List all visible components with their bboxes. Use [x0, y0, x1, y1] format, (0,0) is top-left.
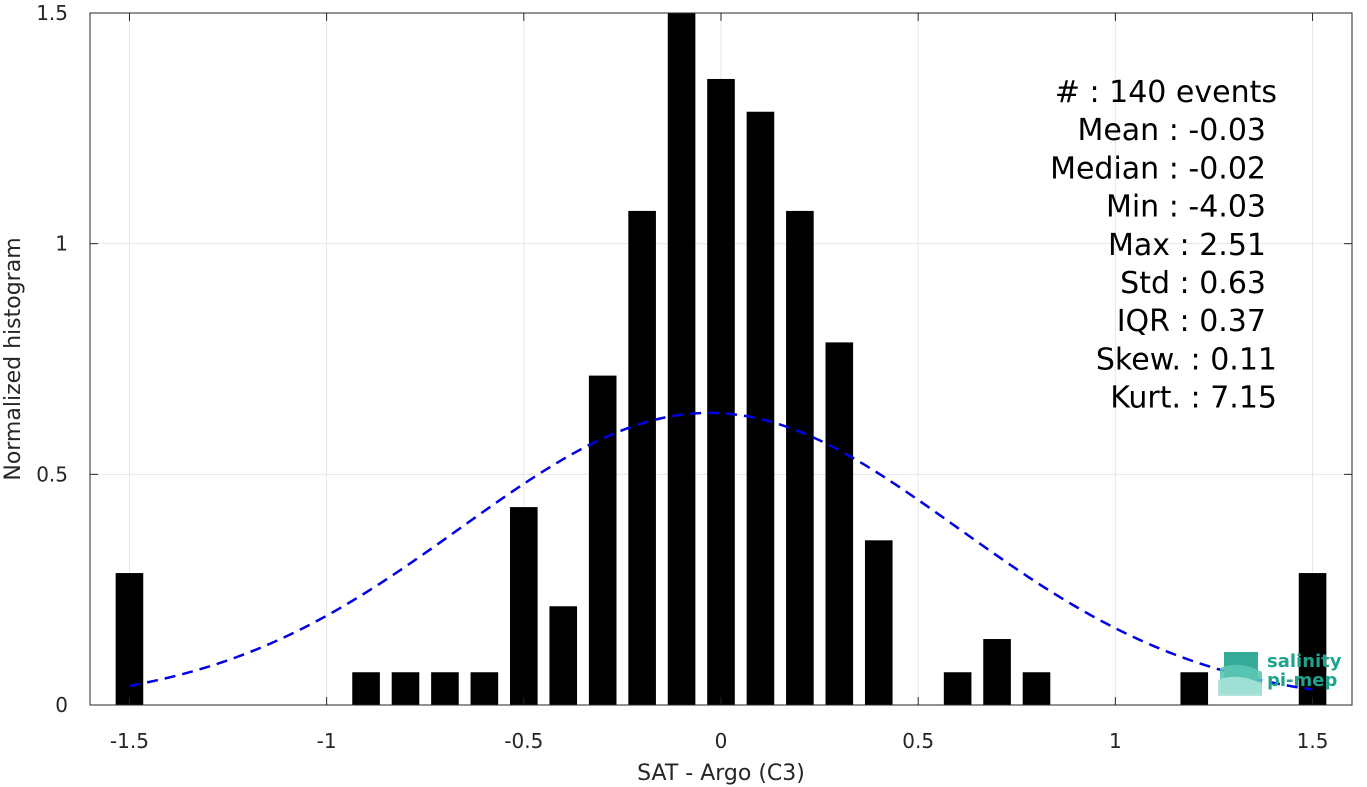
- x-tick-label: -1: [317, 729, 337, 753]
- y-tick-label: 1.5: [36, 1, 68, 25]
- histogram-bar: [510, 507, 538, 705]
- logo-text-salinity: salinity: [1267, 651, 1342, 672]
- histogram-bar: [391, 672, 420, 705]
- stat-line: Min : -4.03: [1106, 190, 1266, 225]
- stat-line: Median : -0.02: [1050, 151, 1266, 186]
- histogram-bar: [352, 672, 380, 705]
- x-tick-label: -0.5: [504, 729, 543, 753]
- histogram-bar: [588, 375, 617, 705]
- histogram-bar: [667, 13, 696, 705]
- stat-line: Mean : -0.03: [1077, 113, 1266, 148]
- histogram-bar: [707, 78, 735, 706]
- y-tick-labels: 0 0.5 1 1.5: [36, 1, 68, 717]
- histogram-bar: [470, 672, 499, 705]
- logo-wave-icon: [1218, 652, 1262, 696]
- histogram-bar: [1180, 672, 1209, 705]
- histogram-bar: [746, 111, 775, 705]
- histogram-bar: [628, 210, 656, 706]
- stat-line: Max : 2.51: [1108, 228, 1266, 263]
- histogram-bars: [115, 13, 1327, 706]
- y-tick-label: 0.5: [36, 462, 68, 486]
- y-tick-label: 0: [55, 693, 68, 717]
- stat-line: # : 140 events: [1055, 75, 1277, 110]
- histogram-bar: [943, 672, 972, 705]
- stat-line: IQR : 0.37: [1117, 304, 1266, 339]
- stat-line: Skew. : 0.11: [1096, 342, 1277, 377]
- stat-line: Std : 0.63: [1120, 266, 1266, 301]
- x-tick-label: 0.5: [902, 729, 934, 753]
- histogram-bar: [864, 540, 893, 705]
- histogram-bar: [1022, 672, 1051, 705]
- x-tick-label: 1: [1109, 729, 1122, 753]
- histogram-bar: [431, 672, 459, 705]
- y-tick-label: 1: [55, 232, 68, 256]
- x-tick-label: 0: [715, 729, 728, 753]
- stat-line: Kurt. : 7.15: [1110, 381, 1277, 416]
- x-tick-label: 1.5: [1297, 729, 1329, 753]
- histogram-bar: [825, 342, 854, 705]
- histogram-bar: [549, 606, 578, 705]
- x-tick-label: -1.5: [110, 729, 149, 753]
- histogram-bar: [786, 210, 814, 706]
- x-axis-label: SAT - Argo (C3): [637, 761, 805, 786]
- y-axis-label: Normalized histogram: [1, 237, 26, 480]
- axis-ticks: [90, 12, 1352, 706]
- x-tick-labels: -1.5 -1 -0.5 0 0.5 1 1.5: [110, 729, 1329, 753]
- logo-text-pimep: pi-mep: [1267, 670, 1337, 691]
- histogram-bar: [983, 639, 1011, 705]
- salinity-pimep-logo: salinity pi-mep: [1218, 651, 1342, 696]
- histogram-bar: [1298, 573, 1327, 705]
